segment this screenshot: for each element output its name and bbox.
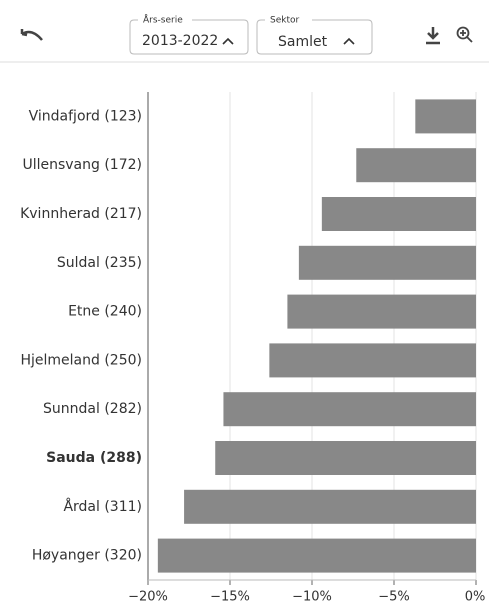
- y-tick-label: Sunndal (282): [43, 401, 142, 417]
- zoom-icon-detail: [460, 30, 473, 43]
- x-tick-label: −5%: [378, 590, 410, 605]
- y-tick-label: Vindafjord (123): [29, 108, 142, 124]
- undo-icon[interactable]: [20, 29, 43, 41]
- year-label: Års-serie: [143, 14, 183, 26]
- sector-value[interactable]: Samlet: [278, 34, 328, 50]
- zoom-icon[interactable]: [456, 26, 470, 40]
- y-tick-label: Kvinnherad (217): [20, 206, 142, 222]
- bar: [223, 392, 476, 427]
- sector-label: Sektor: [270, 16, 299, 26]
- toolbar: Års-serie 2013-2022 Sektor Samlet: [0, 14, 489, 63]
- y-tick-label: Hjelmeland (250): [21, 352, 143, 368]
- bar: [415, 99, 476, 134]
- y-tick-label: Årdal (311): [63, 498, 142, 515]
- year-value[interactable]: 2013-2022: [142, 33, 218, 49]
- bar: [184, 489, 476, 524]
- bar: [298, 245, 476, 280]
- bar: [269, 343, 476, 378]
- bar: [215, 441, 477, 475]
- bar: [287, 294, 476, 329]
- y-tick-label: Suldal (235): [57, 255, 142, 271]
- chevron: [222, 37, 234, 45]
- x-tick-label: 0%: [465, 590, 486, 605]
- chevron: [343, 37, 355, 45]
- year-dropdown[interactable]: [129, 19, 249, 55]
- x-tick-label: −15%: [210, 590, 250, 605]
- y-tick-label: Etne (240): [68, 304, 142, 320]
- bar: [321, 197, 476, 231]
- y-tick-label: Ullensvang (172): [22, 157, 142, 173]
- y-tick-label: Høyanger (320): [32, 548, 142, 564]
- x-tick-label: −20%: [128, 590, 168, 605]
- y-tick-label: Sauda (288): [46, 450, 142, 466]
- download-icon[interactable]: [426, 27, 440, 45]
- x-tick-label: −10%: [292, 590, 332, 605]
- sector-dropdown[interactable]: [256, 19, 373, 55]
- bar: [356, 148, 476, 183]
- bar: [157, 538, 476, 573]
